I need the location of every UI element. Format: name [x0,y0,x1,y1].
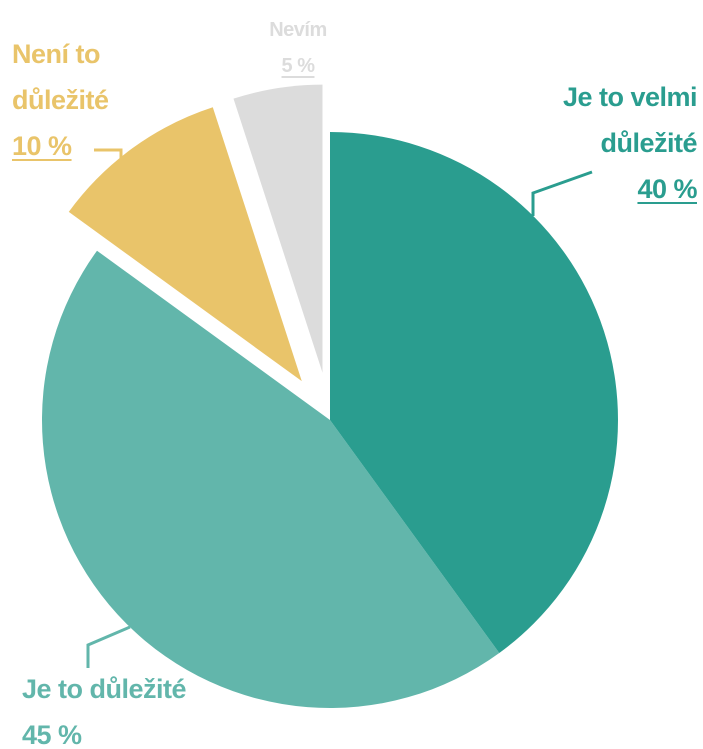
value-label: 45 % [22,720,82,749]
leader-line [94,148,123,165]
category-label: Není to důležité [12,39,109,115]
slice-label: Je to důležité 45 % [22,666,282,749]
category-label: Nevím [269,19,327,41]
pie-slice [233,84,323,373]
value-label: 40 % [637,174,697,204]
slice-label: Nevím 5 % [248,12,348,84]
category-label: Je to velmi důležité [562,82,698,158]
pie-slice [330,132,618,653]
leader-line [531,170,593,216]
category-label: Je to důležité [22,674,187,704]
leader-line [86,625,131,668]
leader-lines [86,148,593,668]
slice-label: Je to velmi důležité 40 % [507,74,698,212]
pie-slice [41,250,500,709]
value-label: 5 % [281,55,315,77]
slice-label: Není to důležité 10 % [12,31,132,169]
value-label: 10 % [12,131,72,161]
pie-slice [68,107,302,382]
